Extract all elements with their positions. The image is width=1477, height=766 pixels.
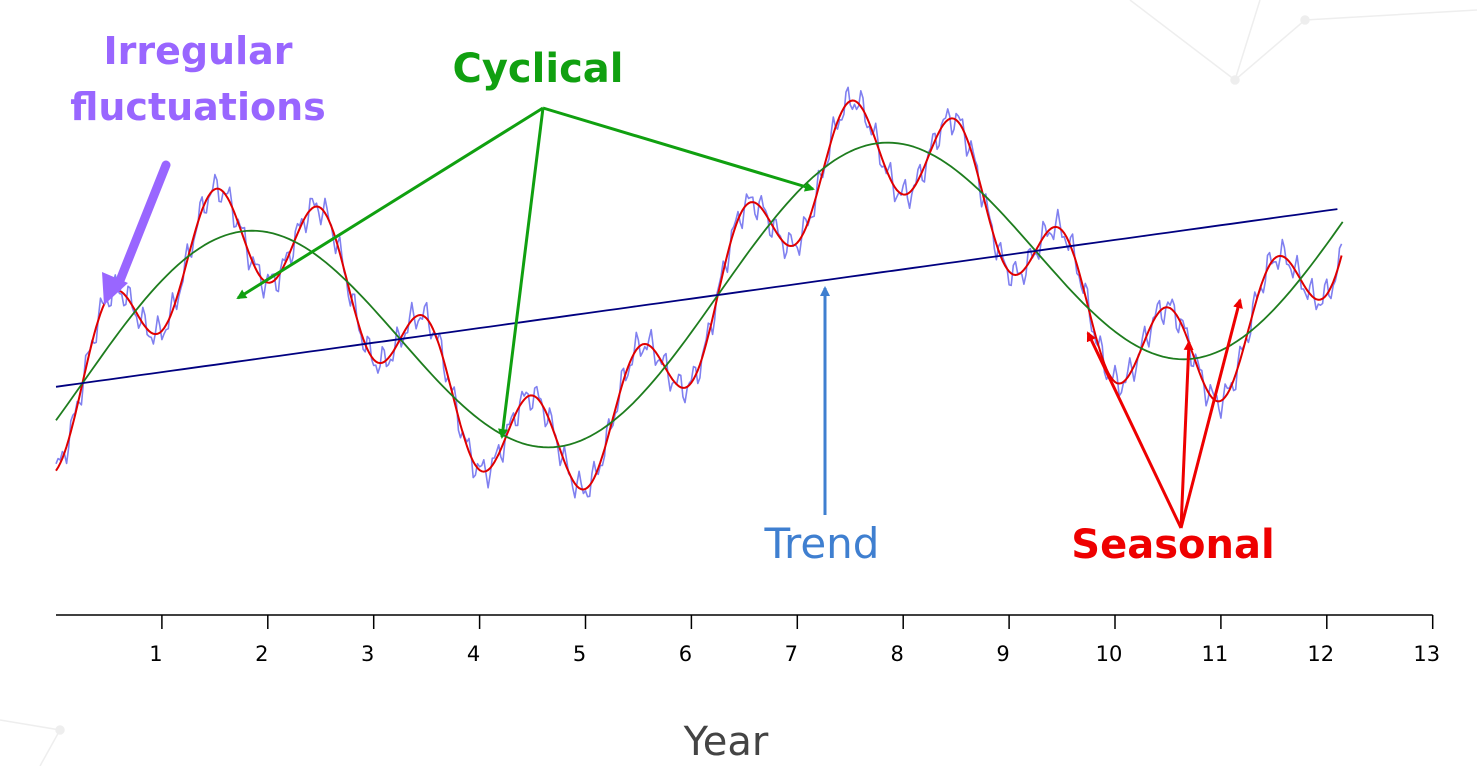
seasonal-arrow-2: [1179, 340, 1194, 529]
annotation-cyclical: Cyclical: [236, 46, 815, 439]
seasonal-arrow-1: [1086, 331, 1183, 529]
irregular-label-line2: fluctuations: [70, 85, 326, 129]
trend-label: Trend: [764, 519, 880, 568]
annotation-irregular: Irregular fluctuations: [70, 29, 326, 305]
x-tick-label: 1: [149, 642, 162, 666]
x-tick-label: 9: [996, 642, 1009, 666]
irregular-label-line1: Irregular: [103, 29, 292, 73]
trend-series-line: [55, 208, 1338, 388]
cyclical-arrow-2: [498, 107, 545, 439]
x-tick-label: 12: [1307, 642, 1334, 666]
seasonal-series-line: [55, 99, 1343, 491]
x-tick-label: 6: [679, 642, 692, 666]
x-axis-label: Year: [683, 719, 769, 765]
x-tick-label: 2: [255, 642, 268, 666]
x-tick-label: 8: [891, 642, 904, 666]
x-tick-label: 7: [785, 642, 798, 666]
seasonal-arrow-3: [1179, 298, 1243, 529]
cyclical-arrow-1: [236, 106, 544, 300]
x-tick-label: 3: [361, 642, 374, 666]
x-tick-label: 4: [467, 642, 480, 666]
seasonal-label: Seasonal: [1071, 522, 1274, 568]
x-tick-label: 13: [1413, 642, 1440, 666]
cyclical-label: Cyclical: [453, 46, 624, 92]
annotation-seasonal: Seasonal: [1071, 298, 1275, 568]
cyclical-arrow-3: [542, 106, 815, 192]
thick-arrow-down-left-icon: [102, 160, 171, 305]
x-tick-label: 10: [1096, 642, 1123, 666]
annotation-trend: Trend: [764, 286, 880, 568]
x-tick-label: 11: [1202, 642, 1229, 666]
x-tick-label: 5: [573, 642, 586, 666]
cyclical-series-line: [55, 141, 1344, 449]
x-axis: 1 2 3 4 5 6 7 8 9 10 11 12 13: [56, 614, 1440, 666]
